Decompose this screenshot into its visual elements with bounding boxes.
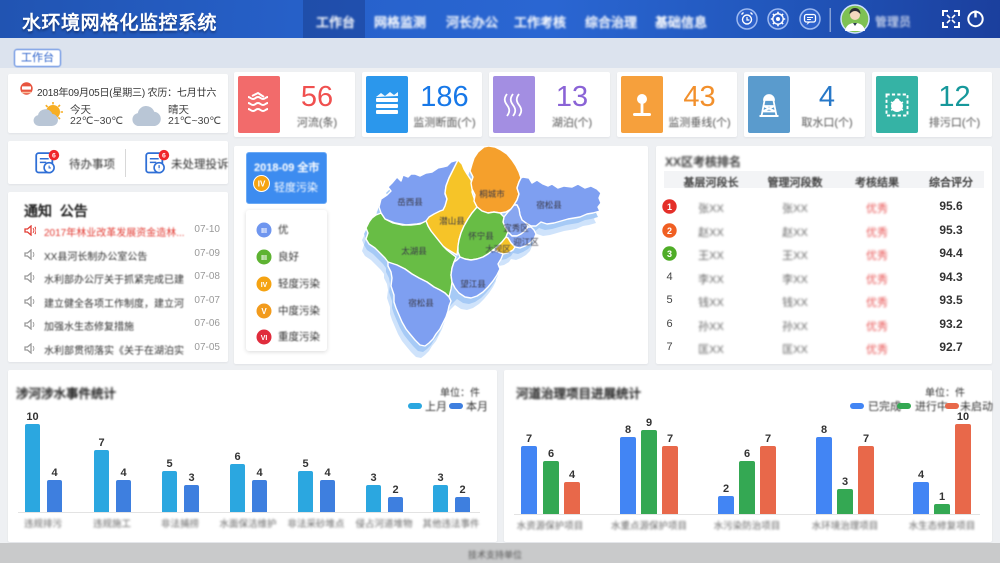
svg-text:岳西县: 岳西县: [397, 197, 423, 207]
svg-text:IV: IV: [261, 282, 268, 289]
svg-text:迎江区: 迎江区: [513, 237, 539, 247]
svg-text:IV: IV: [258, 180, 266, 189]
svg-text:桐城市: 桐城市: [479, 189, 505, 199]
svg-text:太湖县: 太湖县: [401, 246, 427, 256]
svg-text:1: 1: [667, 202, 672, 212]
svg-text:宿松县: 宿松县: [408, 298, 434, 308]
svg-text:6: 6: [52, 152, 56, 159]
svg-text:宿松县: 宿松县: [536, 200, 562, 210]
svg-text:VI: VI: [261, 335, 268, 342]
svg-text:6: 6: [162, 152, 166, 159]
svg-text:V: V: [261, 307, 267, 316]
svg-text:3: 3: [667, 249, 672, 259]
svg-text:2: 2: [667, 226, 672, 236]
svg-text:怀宁县: 怀宁县: [468, 231, 494, 241]
svg-text:III: III: [261, 228, 267, 235]
svg-text:宜秀区: 宜秀区: [503, 223, 529, 233]
svg-text:潜山县: 潜山县: [439, 216, 465, 226]
svg-text:大观区: 大观区: [485, 244, 511, 254]
svg-text:III: III: [261, 255, 267, 262]
svg-text:望江县: 望江县: [460, 279, 486, 289]
